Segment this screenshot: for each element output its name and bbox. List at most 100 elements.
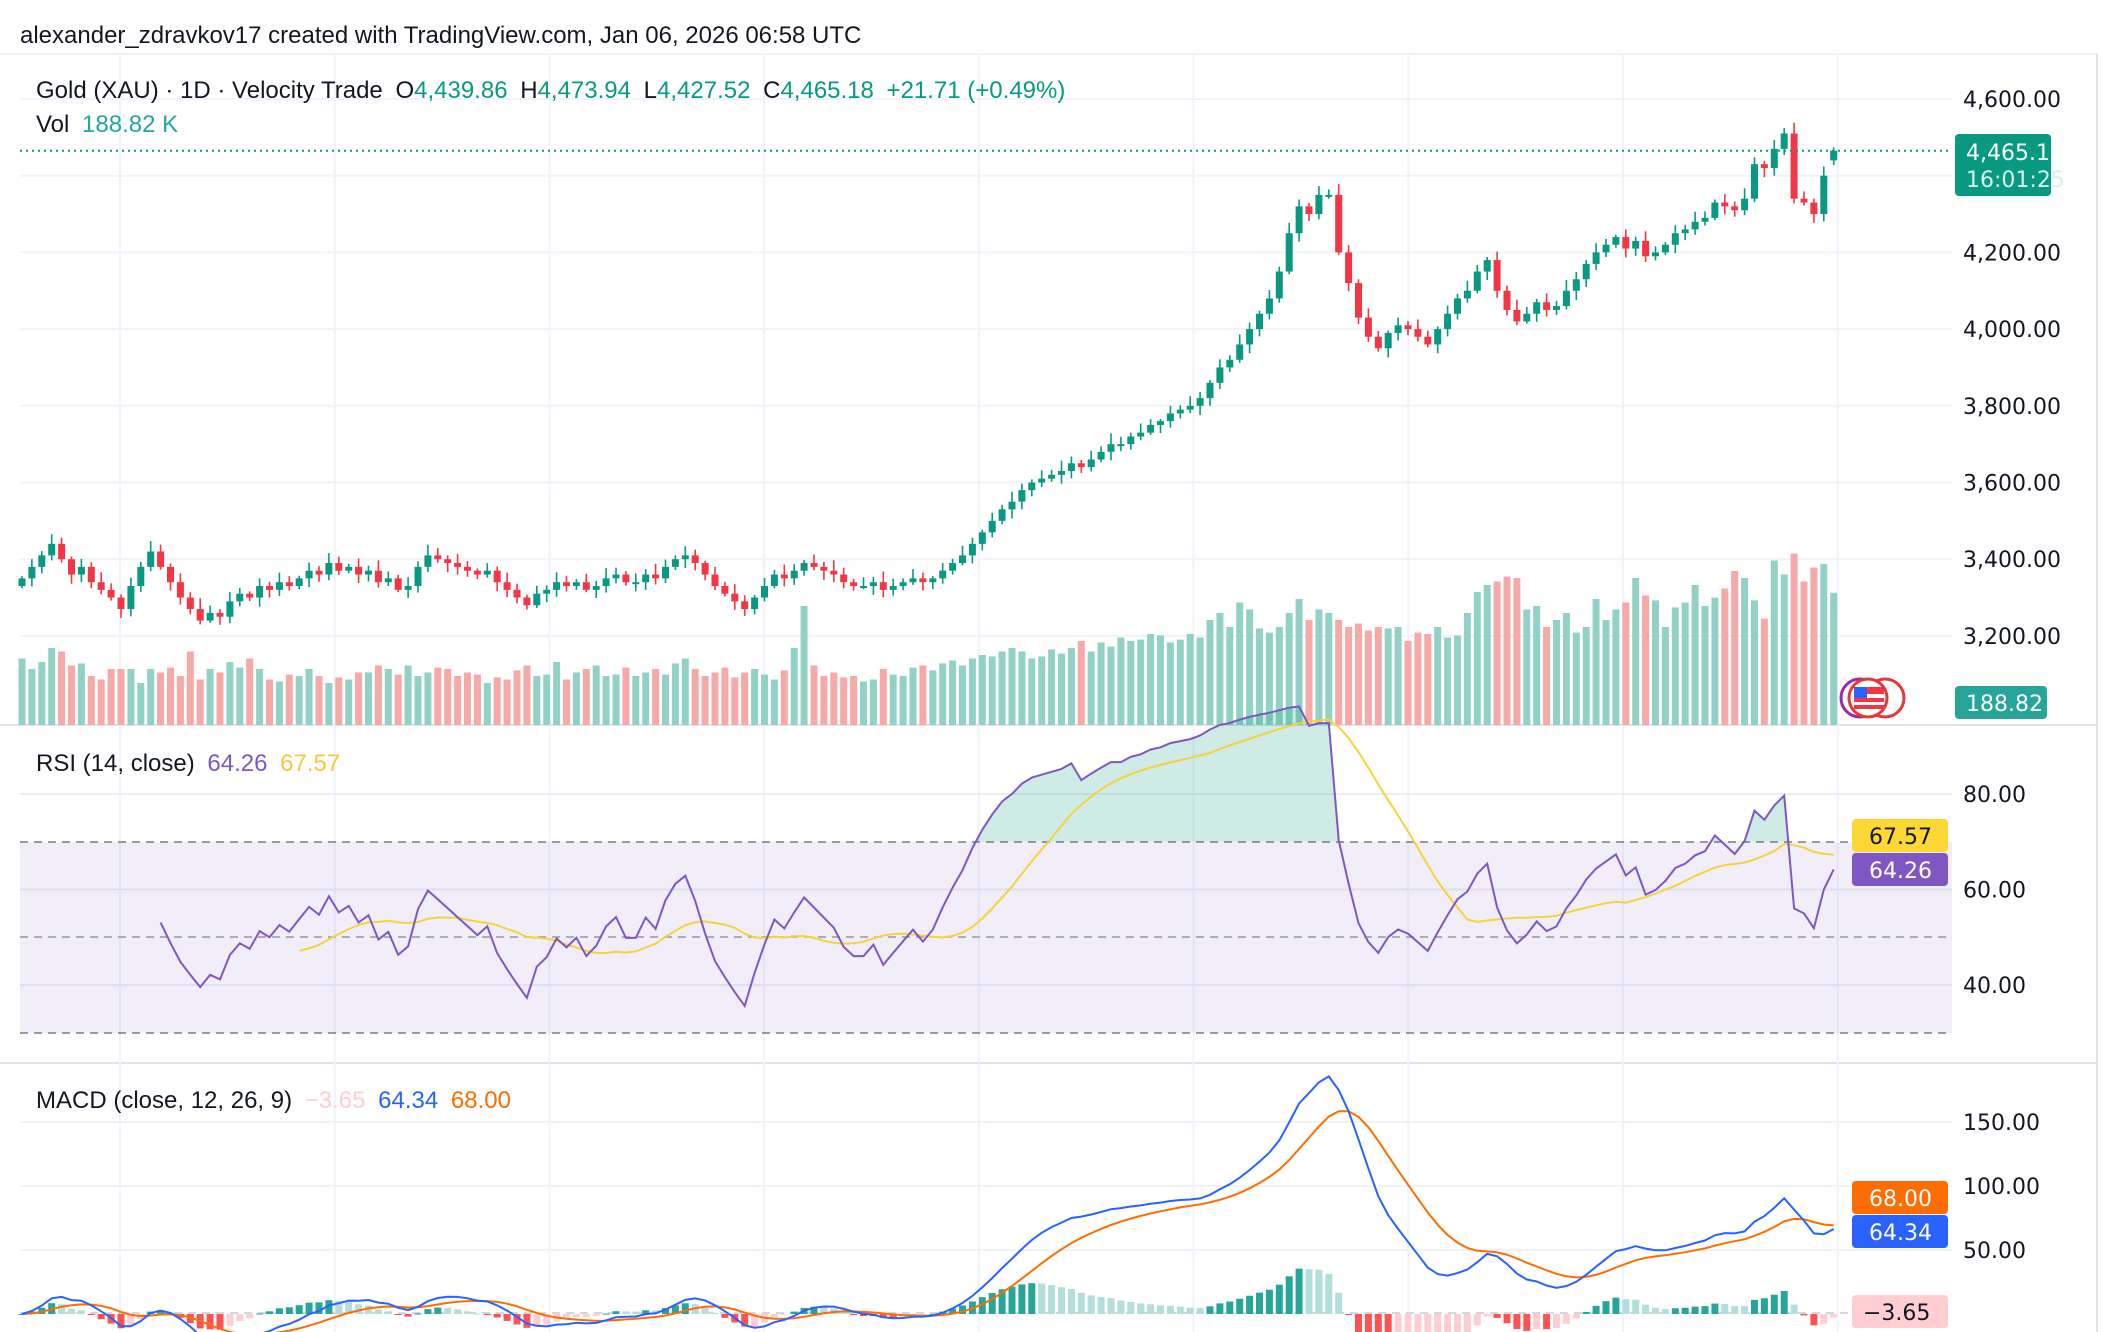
candlesticks <box>18 122 1838 625</box>
macd-histogram-bar <box>1206 1306 1214 1314</box>
low-value: 4,427.52 <box>657 77 750 104</box>
macd-histogram-bar <box>18 1314 26 1315</box>
volume-bar <box>1176 639 1184 725</box>
volume-bar <box>761 674 768 725</box>
volume-bar <box>1325 613 1333 725</box>
candle-body <box>1523 313 1531 322</box>
candle-body <box>820 566 828 571</box>
macd-badge: 64.34 <box>1852 1215 1948 1248</box>
rsi-axis[interactable]: 80.00 60.00 40.00 <box>1963 783 2026 999</box>
price-tick-label: 3,600.00 <box>1963 472 2061 497</box>
volume-bar <box>681 658 689 725</box>
candle-body <box>77 566 85 575</box>
candle-body <box>1226 359 1234 368</box>
volume-bar <box>1097 642 1105 725</box>
macd-legend[interactable]: MACD (close, 12, 26, 9) −3.65 64.34 68.0… <box>36 1087 511 1114</box>
volume-bar <box>820 676 828 725</box>
candle-body <box>1285 233 1293 272</box>
close-label: C <box>763 77 780 104</box>
candle-body <box>919 578 927 583</box>
candle-body <box>1661 244 1669 253</box>
volume-bar <box>58 651 66 725</box>
macd-signal-badge-value: 68.00 <box>1869 1187 1932 1212</box>
candle-body <box>1741 198 1749 211</box>
macd-histogram-bar <box>365 1305 372 1314</box>
price-axis[interactable]: 4,600.00 4,200.00 4,000.00 3,800.00 3,600.00… <box>1963 88 2061 650</box>
candle-body <box>1355 283 1362 318</box>
candle-body <box>1196 398 1204 406</box>
volume-legend[interactable]: Vol 188.82 K <box>36 111 178 138</box>
volume-bar <box>840 677 848 725</box>
macd-histogram-bar <box>1780 1291 1788 1314</box>
candle-body <box>563 582 570 587</box>
volume-bar <box>493 677 501 725</box>
macd-histogram-bar <box>533 1314 541 1327</box>
macd-histogram-bar <box>434 1307 442 1314</box>
volume-bar <box>959 665 966 725</box>
macd-axis[interactable]: 150.00 100.00 50.00 <box>1963 1111 2040 1264</box>
price-tick-label: 3,400.00 <box>1963 548 2061 573</box>
volume-bar <box>543 674 551 725</box>
candle-body <box>1800 198 1808 203</box>
macd-badge-value: 64.34 <box>1869 1221 1932 1246</box>
macd-histogram-bar <box>1147 1304 1155 1314</box>
candle-body <box>176 582 184 598</box>
last-price-badge: 4,465.18 16:01:25 <box>1955 134 2065 196</box>
candle-body <box>1622 237 1630 249</box>
volume-bar <box>1394 627 1402 725</box>
candle-body <box>275 582 283 590</box>
rsi-legend[interactable]: RSI (14, close) 64.26 67.57 <box>36 750 340 777</box>
macd-histogram-bar <box>1523 1314 1531 1331</box>
macd-histogram-bar <box>929 1313 937 1315</box>
macd-histogram-bar <box>1691 1306 1699 1314</box>
volume-bar <box>157 672 165 725</box>
macd-histogram-bar <box>246 1314 254 1319</box>
candle-body <box>929 578 937 583</box>
macd-histogram-bar <box>117 1314 125 1329</box>
macd-histogram-bar <box>1711 1303 1719 1314</box>
volume-bar <box>1216 613 1224 725</box>
volume-bar <box>454 676 462 725</box>
macd-histogram-bar <box>1226 1301 1234 1314</box>
volume-bar <box>751 669 759 725</box>
macd-histogram-bar <box>850 1314 858 1315</box>
candle-body <box>1473 271 1481 291</box>
candle-body <box>1760 164 1768 169</box>
volume-bar <box>1602 620 1610 725</box>
macd-histogram-bar <box>1513 1314 1521 1330</box>
macd-histogram-bar <box>1533 1314 1541 1330</box>
main-legend[interactable]: Gold (XAU) · 1D · Velocity Trade O4,439.… <box>36 77 1065 104</box>
rsi-overbought-fill <box>160 706 1834 842</box>
volume-bar <box>77 663 85 725</box>
volume-bar <box>1642 595 1650 725</box>
candle-body <box>1751 164 1758 199</box>
us-flag-event-icon[interactable] <box>1839 677 1906 719</box>
candle-body <box>315 570 323 575</box>
candle-body <box>1652 252 1659 257</box>
macd-histogram-bar <box>256 1313 264 1315</box>
macd-histogram-bar <box>384 1311 392 1314</box>
volume-bar <box>1652 600 1659 725</box>
candle-body <box>681 555 689 560</box>
volume-bar <box>1711 597 1719 725</box>
candle-body <box>909 578 917 583</box>
volume-bar <box>1374 627 1382 725</box>
candle-body <box>978 532 986 544</box>
candle-body <box>523 597 531 606</box>
macd-histogram-bar <box>345 1301 353 1314</box>
candle-body <box>1503 290 1511 310</box>
macd-histogram-bar <box>127 1314 135 1326</box>
candle-body <box>117 597 125 610</box>
candle-body <box>711 574 719 587</box>
horizontal-gridlines <box>20 98 1952 1251</box>
volume-bar <box>167 667 174 725</box>
macd-histogram-bar <box>1176 1306 1184 1314</box>
volume-bar <box>741 672 749 725</box>
candle-body <box>68 559 75 575</box>
candle-body <box>939 570 947 579</box>
macd-histogram-bar <box>1374 1314 1382 1332</box>
volume-bar <box>335 677 343 725</box>
macd-histogram-bar <box>186 1314 194 1324</box>
macd-histogram-bar <box>1434 1314 1442 1332</box>
